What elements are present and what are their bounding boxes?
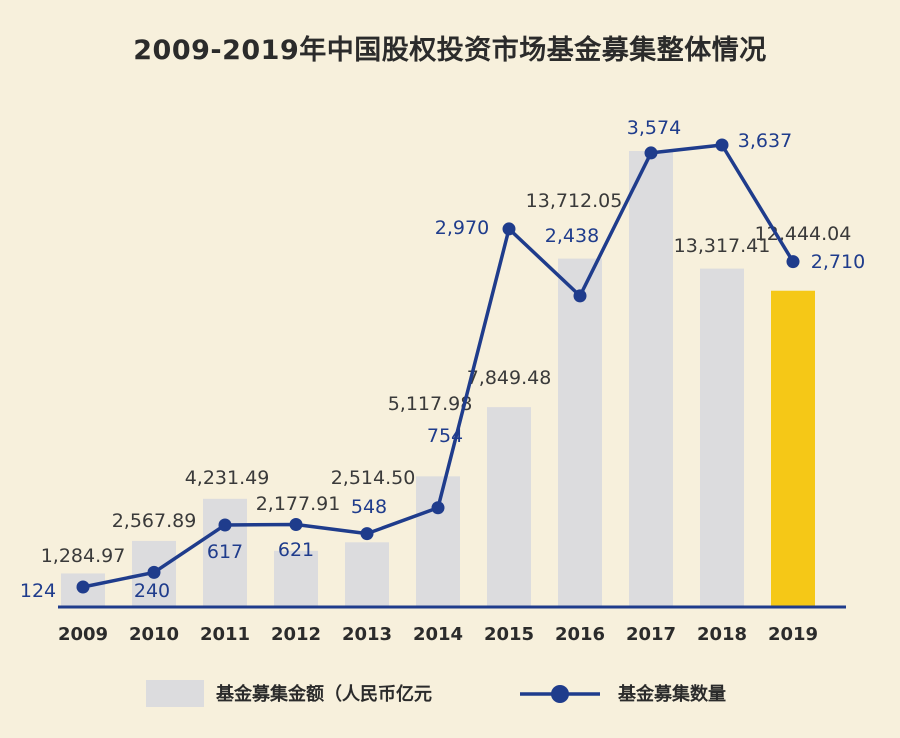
legend: 基金募集金额（人民币亿元 基金募集数量 [146, 680, 726, 707]
count-point-2019 [786, 255, 800, 269]
bar-2018 [700, 268, 744, 606]
legend-bar-swatch [146, 680, 204, 707]
x-tick-labels: 2009 2010 2011 2012 2013 2014 2015 2016 2017 2018… [58, 624, 818, 645]
count-label-2019: 2,710 [811, 251, 865, 273]
bar-label-2016: 13,712.05 [526, 190, 623, 212]
count-label-2015: 2,970 [435, 217, 489, 239]
count-label-2009: 124 [20, 580, 56, 602]
count-point-2014 [431, 501, 445, 515]
bar-2019 [771, 290, 815, 606]
count-point-2011 [218, 518, 232, 532]
bar-2015 [487, 407, 531, 606]
tick-label-2010: 2010 [129, 624, 179, 645]
count-point-2016 [573, 289, 587, 303]
bar-2013 [345, 542, 389, 606]
bar-2017 [629, 151, 673, 606]
legend-bar-label: 基金募集金额（人民币亿元 [215, 683, 432, 705]
count-point-2010 [147, 565, 161, 579]
bar-label-2015: 7,849.48 [467, 367, 552, 389]
bar-label-2011: 4,231.49 [185, 467, 270, 489]
bar-2014 [416, 476, 460, 606]
bar-2012 [274, 550, 318, 606]
bar-2016 [558, 258, 602, 606]
bar-data-labels: 1,284.97 2,567.89 4,231.49 2,177.91 2,514.50… [41, 190, 852, 567]
count-point-2012 [289, 517, 303, 531]
count-label-2017: 3,574 [627, 117, 681, 139]
tick-label-2012: 2012 [271, 624, 321, 645]
tick-label-2018: 2018 [697, 624, 747, 645]
tick-label-2017: 2017 [626, 624, 676, 645]
count-label-2012: 621 [278, 539, 314, 561]
tick-label-2011: 2011 [200, 624, 250, 645]
count-label-2018: 3,637 [738, 130, 792, 152]
bar-label-2019: 12,444.04 [755, 223, 852, 245]
line-data-labels: 124 240 617 621 548 754 2,970 2,438 3,574 3,637 2,… [20, 117, 865, 602]
count-label-2013: 548 [351, 496, 387, 518]
count-point-2009 [76, 580, 90, 594]
bar-label-2018: 13,317.41 [674, 235, 771, 257]
bar-label-2010: 2,567.89 [112, 510, 197, 532]
tick-label-2015: 2015 [484, 624, 534, 645]
bar-2011 [203, 498, 247, 606]
count-label-2016: 2,438 [545, 225, 599, 247]
legend-line-dot [551, 685, 569, 703]
count-label-2014: 754 [427, 425, 463, 447]
count-point-2017 [644, 146, 658, 160]
bar-label-2012: 2,177.91 [256, 493, 341, 515]
chart-title: 2009-2019年中国股权投资市场基金募集整体情况 [133, 35, 767, 66]
count-point-2013 [360, 527, 374, 541]
bar-label-2014: 5,117.98 [388, 393, 473, 415]
count-point-2015 [502, 222, 516, 236]
count-label-2010: 240 [134, 580, 170, 602]
bar-series [61, 151, 815, 606]
tick-label-2014: 2014 [413, 624, 463, 645]
legend-line-label: 基金募集数量 [617, 683, 726, 705]
tick-label-2013: 2013 [342, 624, 392, 645]
tick-label-2019: 2019 [768, 624, 818, 645]
count-point-2018 [715, 138, 729, 152]
count-label-2011: 617 [207, 541, 243, 563]
bar-label-2009: 1,284.97 [41, 545, 126, 567]
bar-label-2013: 2,514.50 [331, 467, 416, 489]
tick-label-2009: 2009 [58, 624, 108, 645]
tick-label-2016: 2016 [555, 624, 605, 645]
line-series [76, 138, 800, 594]
